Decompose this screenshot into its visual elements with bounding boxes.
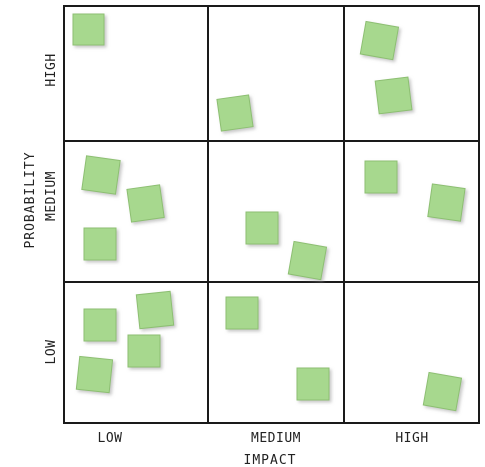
- y-level-high: HIGH: [44, 53, 59, 86]
- y-axis-title: PROBABILITY: [23, 151, 38, 248]
- sticky-note[interactable]: [83, 308, 117, 342]
- sticky-note[interactable]: [72, 13, 105, 46]
- x-level-high: HIGH: [395, 431, 428, 446]
- sticky-note[interactable]: [216, 94, 254, 132]
- sticky-note[interactable]: [422, 371, 463, 412]
- sticky-note[interactable]: [359, 20, 400, 61]
- y-level-low: LOW: [44, 340, 59, 365]
- sticky-note[interactable]: [296, 367, 330, 401]
- x-axis-title: IMPACT: [244, 453, 297, 467]
- sticky-note[interactable]: [135, 290, 175, 330]
- x-level-low: LOW: [98, 431, 123, 446]
- notes-layer: [72, 13, 466, 412]
- sticky-note[interactable]: [287, 240, 328, 281]
- sticky-note[interactable]: [127, 334, 161, 368]
- sticky-note[interactable]: [126, 184, 165, 223]
- sticky-note[interactable]: [364, 160, 398, 194]
- y-level-medium: MEDIUM: [44, 171, 59, 221]
- sticky-note[interactable]: [245, 211, 279, 245]
- grid-border: [63, 5, 480, 424]
- sticky-note[interactable]: [427, 183, 466, 222]
- sticky-note[interactable]: [374, 76, 413, 115]
- x-level-medium: MEDIUM: [251, 431, 301, 446]
- sticky-note[interactable]: [75, 355, 114, 394]
- sticky-note[interactable]: [83, 227, 117, 261]
- grid: [63, 5, 480, 424]
- sticky-note[interactable]: [81, 155, 121, 195]
- sticky-note[interactable]: [225, 296, 259, 330]
